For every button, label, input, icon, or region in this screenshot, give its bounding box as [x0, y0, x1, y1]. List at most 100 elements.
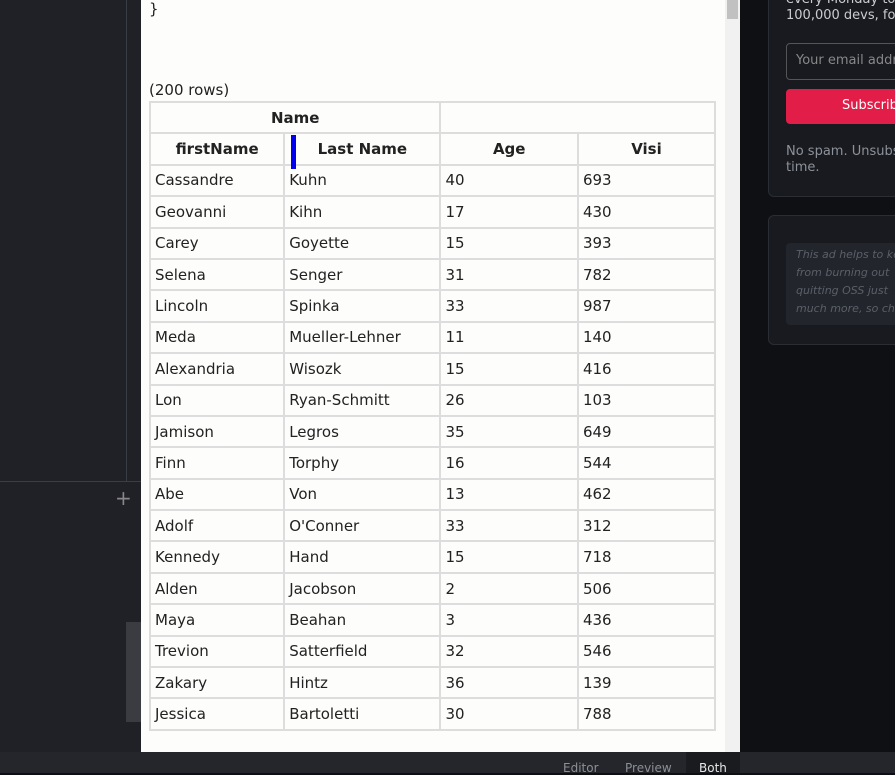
divider — [126, 0, 127, 481]
text-line: from burning out — [796, 266, 890, 279]
active-tab — [686, 752, 740, 773]
table-cell: Wisozk — [283, 352, 442, 386]
table-cell: 139 — [576, 666, 716, 700]
table-cell: 430 — [576, 195, 716, 229]
table-cell: 11 — [439, 320, 579, 355]
table-cell: Lon — [149, 383, 286, 417]
table-cell: Ryan-Schmitt — [283, 383, 442, 417]
table-cell: 30 — [439, 697, 579, 731]
add-icon[interactable]: + — [115, 486, 132, 510]
table-row: Lincoln Spinka 33 987 — [149, 289, 716, 323]
table-row: Zakary Hintz 36 139 — [149, 666, 716, 700]
text-line: No spam. Unsubsc — [786, 144, 895, 159]
table-cell: 782 — [576, 257, 716, 292]
table-cell: 506 — [576, 571, 716, 606]
table-cell: 33 — [439, 509, 579, 543]
table-cell: Alexandria — [149, 352, 286, 386]
table-cell: 17 — [439, 195, 579, 229]
email-input[interactable]: Your email addre — [786, 43, 895, 80]
row-count: (200 rows) — [149, 81, 230, 99]
table-cell: Lincoln — [149, 289, 286, 323]
ad-text: This ad helps to ke from burning out quitt… — [796, 246, 895, 318]
table-row: Finn Torphy 16 544 — [149, 446, 716, 480]
table-cell: Trevion — [149, 634, 286, 669]
preview: } (200 rows) Name firstName Last Name Age Vi… — [141, 0, 725, 752]
table-cell: 393 — [576, 226, 716, 260]
table-cell: 788 — [576, 697, 716, 731]
table-cell: Legros — [283, 414, 442, 449]
table-cell: 32 — [439, 634, 579, 669]
table-cell: 649 — [576, 414, 716, 449]
table-cell: Beahan — [283, 603, 442, 637]
table-cell: Cassandre — [149, 163, 286, 198]
table-cell: 140 — [576, 320, 716, 355]
table-row: Alden Jacobson 2 506 — [149, 571, 716, 606]
tab-button[interactable]: Editor — [563, 761, 599, 775]
table-cell: 693 — [576, 163, 716, 198]
text-line: This ad helps to ke — [796, 248, 895, 261]
table-cell: 462 — [576, 477, 716, 512]
group-header-row: Name — [149, 101, 716, 135]
table-cell: 718 — [576, 540, 716, 574]
table-cell: Jacobson — [283, 571, 442, 606]
table-cell: 987 — [576, 289, 716, 323]
table-row: Geovanni Kihn 17 430 — [149, 195, 716, 229]
text-line: every Monday to — [786, 0, 895, 8]
table-row: Lon Ryan-Schmitt 26 103 — [149, 383, 716, 417]
table-cell: 416 — [576, 352, 716, 386]
placeholder: Your email addre — [796, 53, 895, 68]
sidebar: every Monday to100,000 devs, for t Your … — [740, 0, 895, 752]
intro: every Monday to100,000 devs, for t — [786, 0, 895, 24]
column-header: Age — [439, 132, 579, 166]
table-cell: 103 — [576, 383, 716, 417]
table-row: Cassandre Kuhn 40 693 — [149, 163, 716, 198]
table-cell: Kennedy — [149, 540, 286, 574]
subscribe-button[interactable]: Subscrib — [786, 89, 895, 124]
code-text: } — [149, 0, 159, 18]
table-cell: Adolf — [149, 509, 286, 543]
table-cell: 33 — [439, 289, 579, 323]
table-cell: Selena — [149, 257, 286, 292]
resize-handle[interactable] — [291, 135, 296, 169]
scroll-thumb — [126, 622, 141, 722]
table-row: Jessica Bartoletti 30 788 — [149, 697, 716, 731]
table-cell: 436 — [576, 603, 716, 637]
table-cell: 312 — [576, 509, 716, 543]
tab-button[interactable]: Both — [699, 761, 727, 775]
table-cell: 31 — [439, 257, 579, 292]
column-header: firstName — [149, 132, 286, 166]
table-cell: 2 — [439, 571, 579, 606]
table-cell: Zakary — [149, 666, 286, 700]
table-cell: Mueller-Lehner — [283, 320, 442, 355]
table-cell: Alden — [149, 571, 286, 606]
table-cell: Kihn — [283, 195, 442, 229]
table-row: Kennedy Hand 15 718 — [149, 540, 716, 574]
table-cell: 36 — [439, 666, 579, 700]
table-cell: 13 — [439, 477, 579, 512]
bottom-bar: Editor Preview Both — [0, 752, 895, 775]
table-cell: Abe — [149, 477, 286, 512]
table-cell: Geovanni — [149, 195, 286, 229]
table-cell: Meda — [149, 320, 286, 355]
table-cell: 546 — [576, 634, 716, 669]
table-cell: Maya — [149, 603, 286, 637]
column-header: Visi — [576, 132, 716, 166]
table-cell: 35 — [439, 414, 579, 449]
table-cell: 15 — [439, 352, 579, 386]
table-cell: 26 — [439, 383, 579, 417]
text-line: quitting OSS just — [796, 284, 888, 297]
button-label: Subscrib — [842, 98, 895, 113]
table-row: Selena Senger 31 782 — [149, 257, 716, 292]
tab-button[interactable]: Preview — [625, 761, 672, 775]
table-cell: Von — [283, 477, 442, 512]
table-cell: Hintz — [283, 666, 442, 700]
table-cell: Hand — [283, 540, 442, 574]
table-cell: 16 — [439, 446, 579, 480]
table-cell: Bartoletti — [283, 697, 442, 731]
table-row: Meda Mueller-Lehner 11 140 — [149, 320, 716, 355]
table-cell: 40 — [439, 163, 579, 198]
table-cell: Torphy — [283, 446, 442, 480]
table-cell: O'Conner — [283, 509, 442, 543]
table-cell: Senger — [283, 257, 442, 292]
